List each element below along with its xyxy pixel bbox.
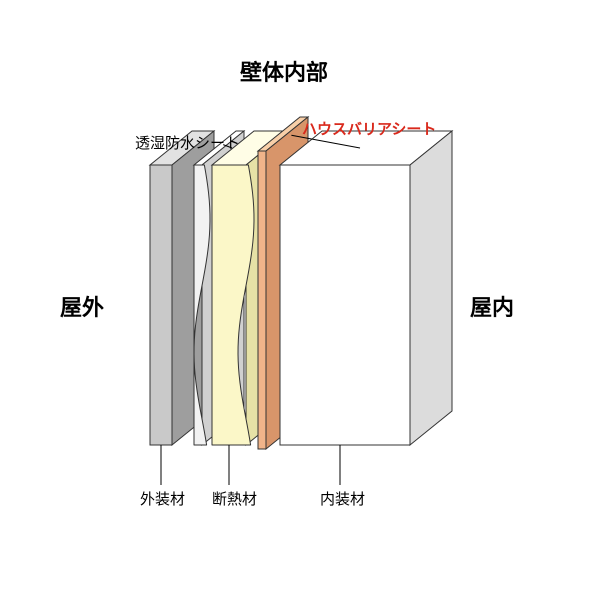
left-side-label: 屋外 <box>60 290 104 322</box>
moisture-sheet-label: 透湿防水シート <box>135 132 240 153</box>
title: 壁体内部 <box>240 55 328 87</box>
right-side-label: 屋内 <box>470 290 514 322</box>
interior-label: 内装材 <box>320 488 365 509</box>
vapor-barrier-label: ハウスバリアシート <box>302 118 436 139</box>
insulation-label: 断熱材 <box>212 488 257 509</box>
exterior-label: 外装材 <box>140 488 185 509</box>
